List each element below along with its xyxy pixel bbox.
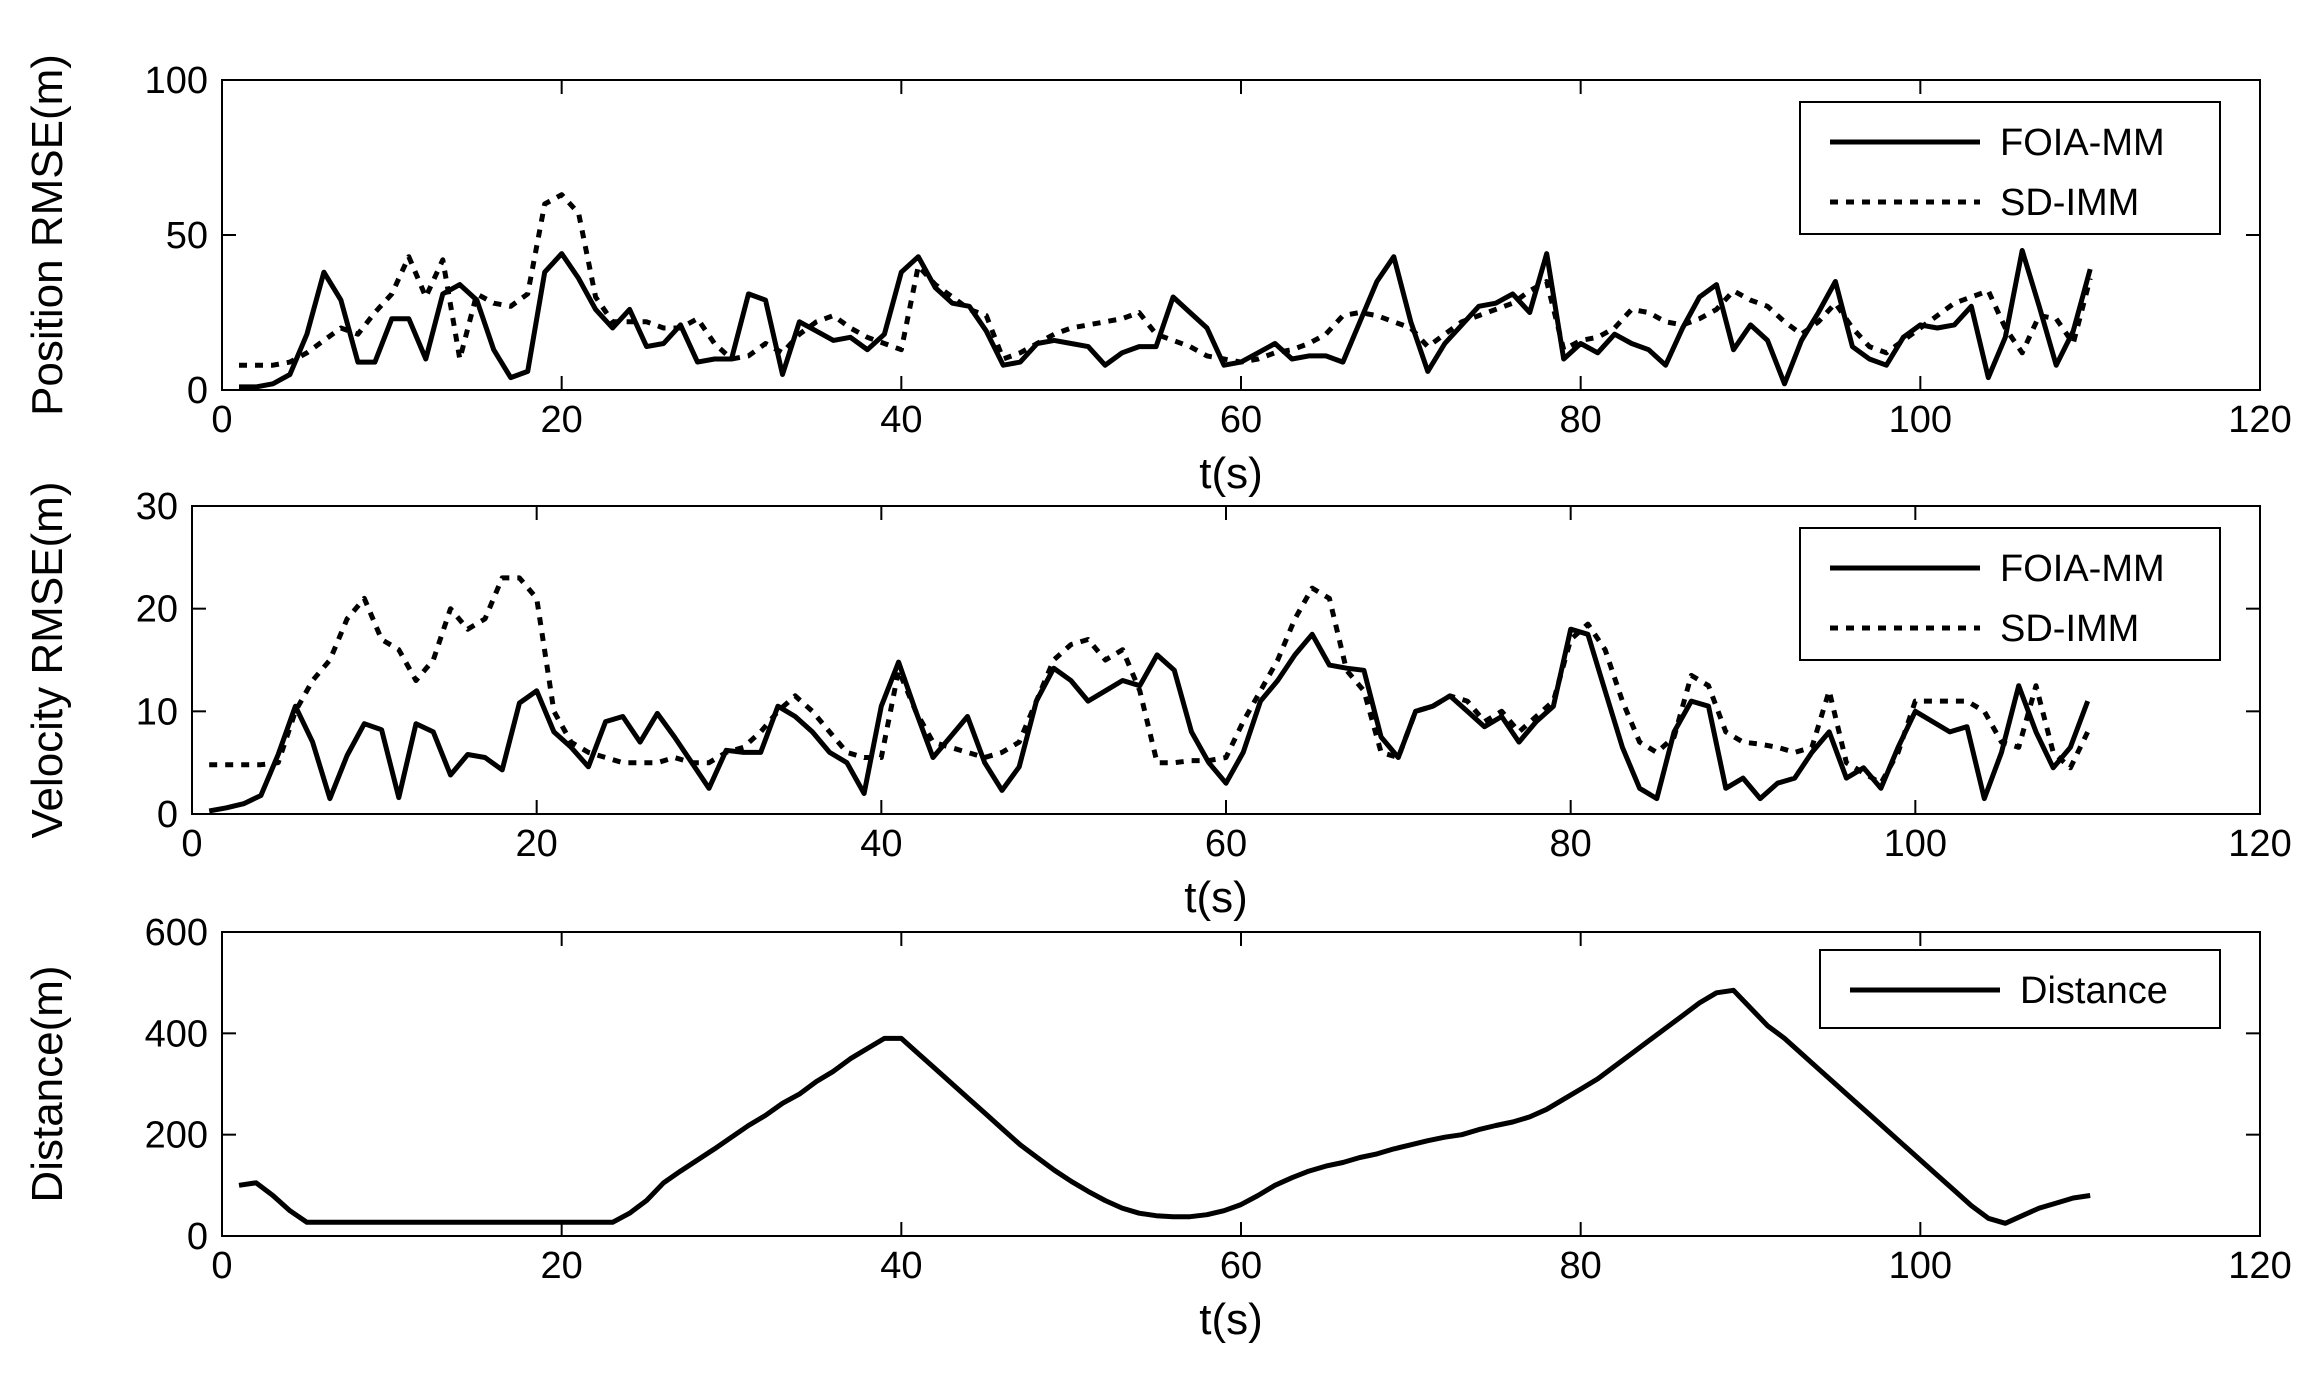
y-tick-label: 30	[136, 486, 178, 528]
plot-frame	[221, 79, 2261, 391]
x-tick-label: 100	[1889, 399, 1952, 441]
y-tick-label: 0	[187, 370, 208, 412]
chart-1: 0 20 40 60 80 100 120 0 50 100 t(s) Position RMSE(m…	[23, 54, 2292, 498]
y-axis-label: Velocity RMSE(m)	[23, 482, 72, 839]
series-line-foia-mm	[239, 248, 2093, 390]
legend-label: SD-IMM	[2000, 608, 2139, 650]
x-tick-label: 80	[1550, 823, 1592, 865]
series-line-sd-imm	[239, 192, 2093, 368]
x-tick-label: 40	[860, 823, 902, 865]
legend-label: Distance	[2020, 970, 2168, 1012]
y-tick-label: 50	[166, 215, 208, 257]
x-tick-label: 100	[1889, 1245, 1952, 1287]
y-tick-label: 0	[187, 1216, 208, 1258]
legend-label: SD-IMM	[2000, 182, 2139, 224]
legend-box	[1799, 527, 2221, 661]
legend: FOIA-MM SD-IMM	[1799, 101, 2221, 235]
x-tick-label: 100	[1884, 823, 1947, 865]
y-tick-label: 400	[145, 1013, 208, 1055]
y-axis-label: Distance(m)	[23, 965, 72, 1202]
plot-frame	[191, 505, 2261, 815]
x-tick-label: 40	[880, 399, 922, 441]
chart-3: 0 20 40 60 80 100 120 0 200 400 600 t(s) Distance(m)…	[23, 912, 2292, 1344]
x-tick-label: 0	[211, 1245, 232, 1287]
x-tick-label: 120	[2228, 823, 2291, 865]
x-tick-label: 20	[516, 823, 558, 865]
legend-label: FOIA-MM	[2000, 122, 2165, 164]
x-tick-label: 20	[541, 399, 583, 441]
x-axis-label: t(s)	[1184, 873, 1248, 922]
y-tick-label: 0	[157, 794, 178, 836]
y-tick-label: 20	[136, 589, 178, 631]
x-tick-label: 120	[2228, 1245, 2291, 1287]
chart-2: 0 20 40 60 80 100 120 0 10 20 30 t(s) Velocity RMSE(…	[23, 482, 2292, 922]
x-tick-label: 80	[1560, 399, 1602, 441]
x-tick-label: 0	[181, 823, 202, 865]
y-tick-label: 10	[136, 691, 178, 733]
x-tick-label: 20	[541, 1245, 583, 1287]
series-line-foia-mm	[208, 626, 2091, 814]
legend-label: FOIA-MM	[2000, 548, 2165, 590]
legend: Distance	[1819, 949, 2221, 1029]
plot-frame	[221, 931, 2261, 1237]
x-tick-label: 120	[2228, 399, 2291, 441]
legend-box	[1819, 949, 2221, 1029]
x-tick-label: 60	[1220, 399, 1262, 441]
legend-box	[1799, 101, 2221, 235]
y-tick-label: 100	[145, 60, 208, 102]
x-tick-label: 80	[1560, 1245, 1602, 1287]
y-tick-label: 600	[145, 912, 208, 954]
x-axis-label: t(s)	[1199, 1295, 1263, 1344]
y-tick-label: 200	[145, 1115, 208, 1157]
series-line-sd-imm	[209, 575, 2090, 786]
y-axis-label: Position RMSE(m)	[23, 54, 72, 416]
x-tick-label: 60	[1220, 1245, 1262, 1287]
x-axis-label: t(s)	[1199, 449, 1263, 498]
legend: FOIA-MM SD-IMM	[1799, 527, 2221, 661]
x-tick-label: 0	[211, 399, 232, 441]
series-line-distance	[238, 987, 2091, 1226]
x-tick-label: 40	[880, 1245, 922, 1287]
x-tick-label: 60	[1205, 823, 1247, 865]
